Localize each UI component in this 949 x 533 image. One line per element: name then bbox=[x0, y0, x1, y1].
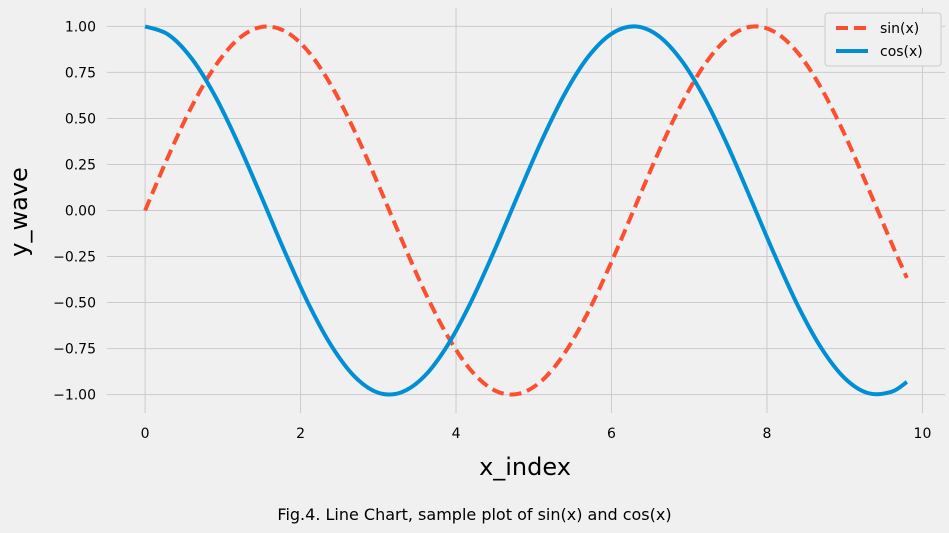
y-tick-label: −0.50 bbox=[53, 296, 96, 312]
legend: sin(x) cos(x) bbox=[824, 12, 942, 67]
y-tick-label: −0.25 bbox=[53, 250, 96, 266]
y-tick-label: −1.00 bbox=[53, 388, 96, 404]
legend-label-sin: sin(x) bbox=[880, 21, 919, 37]
legend-label-cos: cos(x) bbox=[880, 44, 923, 60]
x-tick-labels: 0 2 4 6 8 10 bbox=[141, 426, 932, 442]
series-lines bbox=[143, 24, 909, 397]
x-tick-label: 6 bbox=[607, 426, 616, 442]
y-axis-title: y_wave bbox=[5, 167, 33, 257]
x-axis-title: x_index bbox=[479, 453, 571, 481]
y-tick-label: −0.75 bbox=[53, 342, 96, 358]
y-tick-label: 0.00 bbox=[65, 204, 96, 220]
y-tick-label: 0.25 bbox=[65, 157, 96, 173]
y-tick-label: 1.00 bbox=[65, 19, 96, 35]
x-tick-label: 2 bbox=[296, 426, 305, 442]
line-chart: 0 2 4 6 8 10 −1.00 −0.75 −0.50 −0.25 0.00 0.25 0.50… bbox=[5, 8, 945, 481]
x-tick-label: 0 bbox=[141, 426, 150, 442]
y-tick-labels: −1.00 −0.75 −0.50 −0.25 0.00 0.25 0.50 0.75 1.00 bbox=[53, 19, 96, 403]
series-line-sin bbox=[143, 24, 909, 397]
figure-caption: Fig.4. Line Chart, sample plot of sin(x)… bbox=[277, 505, 672, 524]
x-tick-label: 10 bbox=[914, 426, 932, 442]
series-line-cos bbox=[144, 24, 909, 397]
y-tick-label: 0.75 bbox=[65, 65, 96, 81]
grid-lines bbox=[107, 8, 945, 413]
x-tick-label: 4 bbox=[452, 426, 461, 442]
x-tick-label: 8 bbox=[763, 426, 772, 442]
y-tick-label: 0.50 bbox=[65, 111, 96, 127]
